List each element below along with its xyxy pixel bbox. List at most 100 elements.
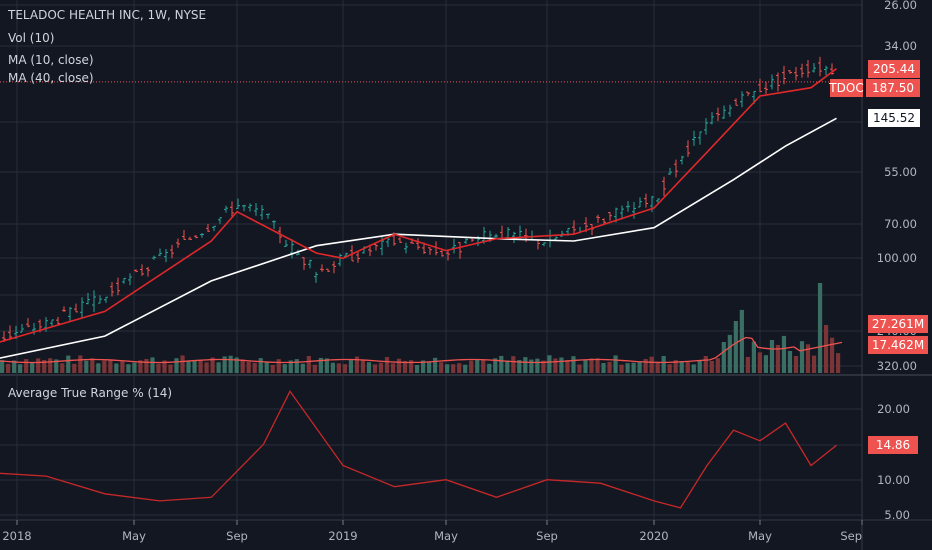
volume-bars [0,283,843,373]
legend-ma10[interactable]: MA (10, close) [8,53,94,67]
volume-bar [715,358,720,373]
last-price-label-text: 187.50 [872,81,914,95]
volume-bar [445,364,450,373]
volume-bar [685,361,690,373]
volume-bar [835,353,841,373]
ma10-line [0,68,837,343]
volume-bar [769,340,775,373]
volume-bar [168,364,173,373]
ticker-label-bg [830,79,863,97]
volume-ma-label-text: 17.462M [872,338,924,352]
price-tick-label: 320.00 [877,359,917,373]
volume-bar [48,358,53,373]
ticker-label: TDOC [828,79,864,97]
volume-bar [421,360,426,373]
volume-bar [72,363,77,373]
volume-bar [565,359,570,373]
volume-bar [300,363,305,373]
volume-bar [414,364,420,373]
volume-bar [270,364,275,373]
last-price-label-bg [866,79,920,97]
volume-bar [595,358,600,373]
volume-bar [372,364,378,373]
volume-bar [553,358,558,373]
volume-bar [601,362,606,373]
volume-bar [505,360,510,373]
atr-tick-label: 20.00 [877,402,910,416]
ma40-value-label-text: 145.52 [873,111,915,125]
volume-bar [451,364,456,373]
volume-bar [547,355,552,373]
volume-bar [829,337,835,373]
ma10-value-label: 205.44 [868,60,920,78]
volume-bar [318,357,323,373]
volume-bar [396,358,402,373]
volume-bar [264,362,269,373]
volume-bar [583,360,588,373]
volume-bar [733,321,738,373]
volume-bar [108,359,113,373]
symbol-title[interactable]: TELADOC HEALTH INC, 1W, NYSE [8,8,207,22]
volume-bar [721,341,726,373]
volume-bar [655,361,660,373]
volume-bar [709,360,714,373]
volume-bar [607,361,612,373]
volume-bar [589,358,594,373]
volume-bar [511,356,516,373]
price-tick-label: 70.00 [884,217,917,231]
legend-vol[interactable]: Vol (10) [8,31,55,45]
volume-bar [102,360,107,373]
volume-ma-line [0,336,843,364]
volume-bar [216,362,221,373]
volume-bar [24,359,29,373]
volume-bar [282,364,287,373]
volume-bar [402,360,408,373]
volume-bar [114,363,119,373]
volume-bar [186,360,191,373]
volume-bar [679,360,684,373]
price-tick-label: 55.00 [884,165,917,179]
volume-bar [673,360,678,373]
volume-bar [541,360,546,373]
volume-bar [384,357,390,373]
volume-bar [427,361,432,373]
ma10-value-label-text: 205.44 [873,62,915,76]
legend-atr[interactable]: Average True Range % (14) [8,386,173,400]
volume-bar [246,361,251,373]
volume-bar [823,325,829,373]
volume-bar [150,357,155,373]
price-tick-label: 100.00 [877,251,917,265]
volume-bar [96,363,101,373]
volume-bar [613,355,618,373]
volume-bar [66,355,71,373]
volume-value-label: 27.261M [868,315,928,333]
volume-bar [360,360,366,373]
volume-bar [643,359,648,373]
volume-value-label-text: 27.261M [872,317,924,331]
volume-bar [691,364,696,373]
atr-value-label-text: 14.86 [876,438,910,452]
volume-bar [637,361,642,373]
time-tick-label: May [434,529,458,543]
volume-bar [378,362,384,373]
time-tick-label: Sep [226,529,248,543]
volume-bar [0,360,5,373]
volume-bar [366,362,372,373]
volume-bar [481,359,486,373]
volume-bar [439,362,444,373]
volume-bar [162,360,167,373]
volume-bar [817,283,823,373]
volume-bar [799,341,805,373]
volume-bar [6,363,11,373]
volume-bar [132,362,137,373]
volume-bar [54,359,59,373]
volume-bar [312,364,317,373]
price-tick-label: 26.00 [884,0,917,12]
volume-bar [60,363,65,373]
volume-bar [457,363,462,373]
volume-bar [499,355,504,373]
atr-value-label-bg [868,436,918,454]
legend-ma40[interactable]: MA (40, close) [8,71,94,85]
volume-bar [727,334,732,373]
